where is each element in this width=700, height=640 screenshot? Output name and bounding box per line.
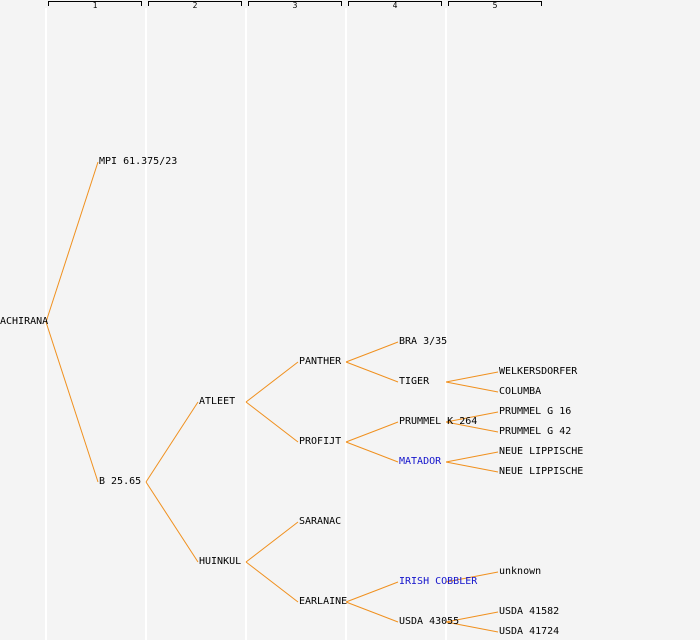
generation-number: 1 (92, 1, 98, 10)
node-usda-41582[interactable]: USDA 41582 (499, 606, 560, 617)
edge-usda43055-41582 (445, 611, 499, 623)
edge-panther-tiger (345, 361, 399, 383)
node-root[interactable]: ACHIRANA (0, 316, 49, 327)
node-panther[interactable]: PANTHER (299, 356, 342, 367)
generation-bracket (148, 1, 242, 6)
node-tiger[interactable]: TIGER (399, 376, 430, 387)
node-father[interactable]: B 25.65 (99, 476, 142, 487)
node-mother[interactable]: MPI 61.375/23 (99, 156, 178, 167)
node-prummel-k[interactable]: PRUMMEL K 264 (399, 416, 478, 427)
node-columba[interactable]: COLUMBA (499, 386, 542, 397)
edge-father-atleet (145, 401, 199, 483)
node-earlaine[interactable]: EARLAINE (299, 596, 348, 607)
node-irish-cobbler-link[interactable]: IRISH COBBLER (399, 576, 478, 587)
node-saranac[interactable]: SARANAC (299, 516, 342, 527)
edge-irish-unknown (445, 571, 499, 583)
edge-atleet-profijt (245, 401, 299, 443)
edge-atleet-panther (245, 361, 299, 403)
edge-tiger-welkersdorfer (445, 371, 499, 383)
node-usda-43055[interactable]: USDA 43055 (399, 616, 460, 627)
edge-profijt-matador (345, 441, 399, 463)
edge-panther-bra (345, 341, 399, 363)
node-prummel-g16[interactable]: PRUMMEL G 16 (499, 406, 572, 417)
generation-header-5: 5 (448, 0, 542, 10)
node-welkersdorfer[interactable]: WELKERSDORFER (499, 366, 578, 377)
edge-huinkul-earlaine (245, 561, 299, 603)
generation-number: 4 (392, 1, 398, 10)
node-unknown[interactable]: unknown (499, 566, 542, 577)
node-prummel-g42[interactable]: PRUMMEL G 42 (499, 426, 572, 437)
edge-prummelk-g16 (445, 411, 499, 423)
generation-header-2: 2 (148, 0, 242, 10)
edge-earlaine-irish (345, 581, 399, 603)
generation-bracket (348, 1, 442, 6)
node-huinkul[interactable]: HUINKUL (199, 556, 242, 567)
generation-header-1: 1 (48, 0, 142, 10)
generation-bracket (248, 1, 342, 6)
node-neue-lippische-1[interactable]: NEUE LIPPISCHE (499, 446, 584, 457)
edge-usda43055-41724 (445, 621, 499, 633)
generation-bracket (48, 1, 142, 6)
edge-prummelk-g42 (445, 421, 499, 433)
edge-earlaine-usda43055 (345, 601, 399, 623)
edge-root-father (45, 321, 99, 483)
generation-number: 3 (292, 1, 298, 10)
edge-matador-neue2 (445, 461, 499, 473)
edge-profijt-prummelk (345, 421, 399, 443)
generation-header-4: 4 (348, 0, 442, 10)
node-matador-link[interactable]: MATADOR (399, 456, 442, 467)
generation-bracket (448, 1, 542, 6)
node-neue-lippische-2[interactable]: NEUE LIPPISCHE (499, 466, 584, 477)
generation-number: 2 (192, 1, 198, 10)
generation-number: 5 (492, 1, 498, 10)
node-usda-41724[interactable]: USDA 41724 (499, 626, 560, 637)
generation-header-3: 3 (248, 0, 342, 10)
node-atleet[interactable]: ATLEET (199, 396, 236, 407)
edge-matador-neue1 (445, 451, 499, 463)
edge-huinkul-saranac (245, 521, 299, 563)
node-bra[interactable]: BRA 3/35 (399, 336, 448, 347)
edge-tiger-columba (445, 381, 499, 393)
node-profijt[interactable]: PROFIJT (299, 436, 342, 447)
edge-root-mother (45, 161, 99, 323)
edge-father-huinkul (145, 481, 199, 563)
